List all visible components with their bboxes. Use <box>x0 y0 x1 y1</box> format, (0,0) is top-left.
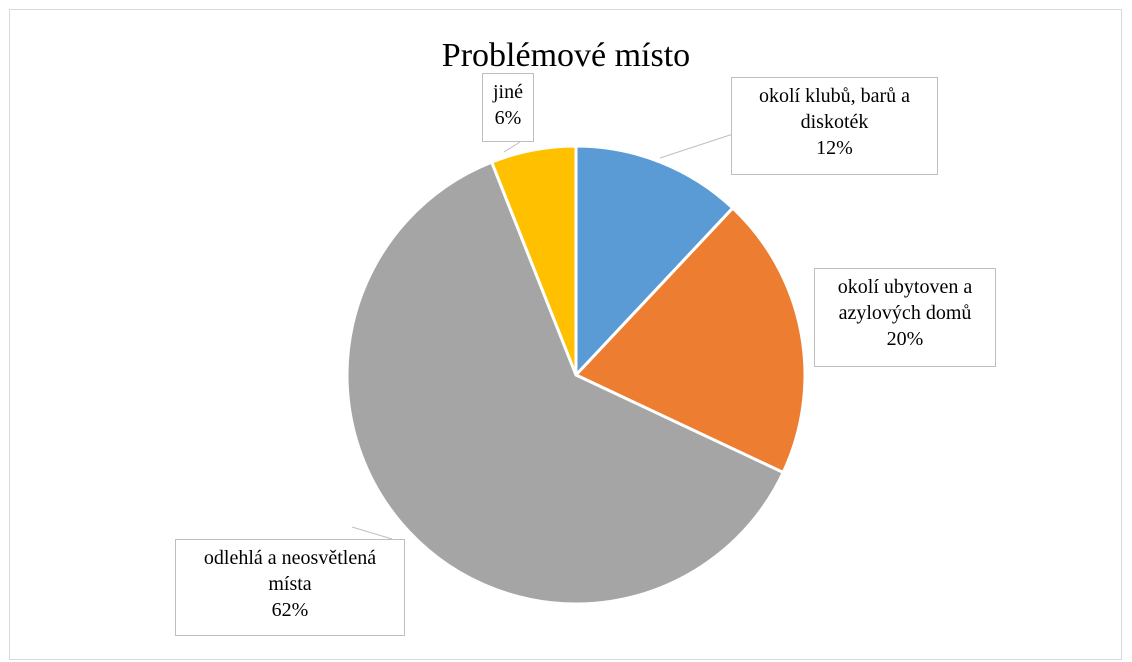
leader-line <box>659 133 734 159</box>
leader-line <box>351 526 393 540</box>
data-label-odlehla: odlehlá a neosvětlená místa 62% <box>175 539 405 636</box>
slice-odlehla <box>345 160 785 606</box>
leader-line <box>503 141 521 153</box>
chart-title: Problémové místo <box>441 37 691 74</box>
data-label-klubu: okolí klubů, barů a diskoték 12% <box>731 77 938 175</box>
slice-klubu <box>574 144 735 377</box>
data-label-jine: jiné 6% <box>482 73 534 142</box>
slice-jine <box>490 144 578 377</box>
slice-ubytoven <box>574 206 807 474</box>
data-label-ubytoven: okolí ubytoven a azylových domů 20% <box>814 268 996 367</box>
